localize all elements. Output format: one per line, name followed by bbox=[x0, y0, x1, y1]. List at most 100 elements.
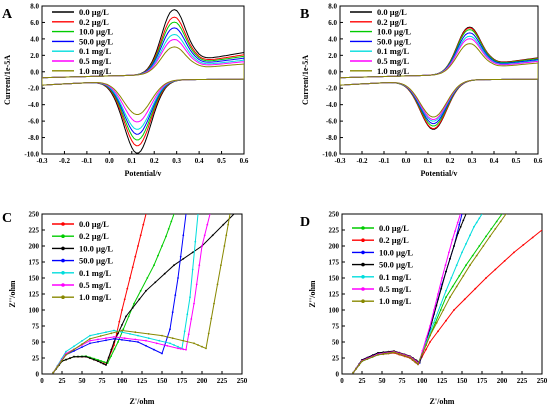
data-point bbox=[366, 358, 369, 360]
data-point bbox=[56, 365, 59, 368]
data-point bbox=[455, 285, 458, 288]
x-tick-label: 125 bbox=[137, 377, 148, 385]
y-tick-label: -6.0 bbox=[326, 118, 338, 126]
data-point bbox=[127, 315, 130, 318]
data-point bbox=[133, 302, 135, 305]
data-point bbox=[166, 344, 169, 347]
data-point bbox=[182, 257, 185, 260]
y-tick-label: -4.0 bbox=[28, 101, 40, 109]
x-tick-label: 0 bbox=[340, 377, 344, 385]
y-tick-label: 100 bbox=[29, 307, 40, 315]
data-point bbox=[485, 235, 487, 238]
legend-label: 0.5 mg/L bbox=[377, 56, 409, 66]
data-point bbox=[81, 343, 83, 345]
data-point bbox=[137, 341, 139, 343]
data-point bbox=[473, 225, 475, 228]
data-point bbox=[113, 336, 115, 338]
data-point bbox=[195, 283, 198, 286]
data-point bbox=[65, 350, 67, 353]
legend-marker bbox=[61, 258, 65, 263]
x-tick-label: 0.6 bbox=[534, 157, 543, 165]
data-point bbox=[429, 331, 431, 334]
data-point bbox=[449, 257, 451, 260]
legend-label: 50.0 μg/L bbox=[377, 36, 411, 46]
y-tick-label: 150 bbox=[29, 275, 40, 283]
data-point bbox=[105, 331, 107, 334]
data-point bbox=[445, 319, 447, 322]
legend-label: 10.0 μg/L bbox=[79, 27, 113, 37]
y-axis-label: Z''/ohm bbox=[308, 280, 317, 307]
data-point bbox=[227, 223, 230, 226]
data-point bbox=[440, 287, 443, 290]
data-point bbox=[531, 236, 534, 239]
x-tick-label: -0.2 bbox=[59, 157, 71, 165]
data-point bbox=[145, 344, 147, 347]
data-point bbox=[437, 293, 439, 295]
data-point bbox=[482, 245, 485, 247]
legend-marker bbox=[61, 234, 65, 238]
legend-marker bbox=[61, 246, 65, 251]
x-tick-label: 150 bbox=[157, 377, 168, 385]
data-point bbox=[107, 356, 110, 359]
series-line bbox=[340, 35, 538, 122]
data-point bbox=[223, 245, 226, 247]
data-point bbox=[89, 342, 91, 345]
data-point bbox=[179, 255, 182, 258]
x-tick-label: 150 bbox=[457, 377, 468, 385]
data-point bbox=[147, 337, 150, 340]
data-point bbox=[463, 298, 466, 301]
x-tick-label: 200 bbox=[197, 377, 208, 385]
data-point bbox=[113, 348, 116, 350]
x-tick-label: 125 bbox=[437, 377, 448, 385]
data-point bbox=[161, 334, 163, 337]
data-point bbox=[495, 220, 498, 223]
data-point bbox=[89, 339, 91, 342]
legend-marker bbox=[61, 222, 65, 226]
data-point bbox=[469, 234, 471, 237]
series-line bbox=[352, 214, 507, 374]
data-point bbox=[457, 232, 459, 235]
data-point bbox=[158, 339, 161, 342]
data-point bbox=[134, 338, 137, 341]
chart-panel-b: -0.3 -0.2 -0.1 0.0 0.1 0.2 0.3 0.4 0.5 0.6 -10.0 -8… bbox=[301, 3, 543, 179]
data-point bbox=[179, 347, 182, 350]
x-tick-label: 0.4 bbox=[195, 157, 204, 165]
data-point bbox=[352, 371, 355, 374]
data-point bbox=[171, 337, 174, 340]
chart-panel-c: 0 25 50 75 100 125 150 175 200 225 250 0 25 50 75 100 12… bbox=[8, 211, 248, 407]
data-point bbox=[445, 270, 447, 273]
x-tick-label: -0.1 bbox=[81, 157, 93, 165]
y-tick-label: 125 bbox=[29, 291, 40, 299]
data-point bbox=[469, 264, 471, 267]
data-point bbox=[439, 309, 442, 311]
panel-label-b: B bbox=[300, 7, 309, 22]
data-point bbox=[89, 337, 91, 340]
data-point bbox=[134, 331, 137, 334]
y-tick-label: 4.0 bbox=[328, 35, 337, 43]
y-tick-label: 6.0 bbox=[328, 19, 337, 27]
x-tick-label: 0.5 bbox=[512, 157, 521, 165]
y-tick-label: -8.0 bbox=[326, 134, 338, 142]
legend-label: 1.0 mg/L bbox=[377, 66, 409, 76]
data-point bbox=[142, 223, 145, 226]
y-tick-label: 2.0 bbox=[30, 52, 39, 60]
data-point bbox=[153, 348, 155, 351]
legend-marker bbox=[361, 238, 365, 242]
data-point bbox=[437, 330, 439, 333]
data-point bbox=[60, 359, 63, 362]
data-point bbox=[177, 345, 179, 348]
legend-label: 0.5 mg/L bbox=[79, 56, 111, 66]
x-tick-label: 0 bbox=[40, 377, 44, 385]
x-tick-label: 0.4 bbox=[490, 157, 499, 165]
legend-label: 1.0 mg/L bbox=[79, 66, 111, 76]
data-point bbox=[117, 332, 119, 335]
y-tick-label: 250 bbox=[329, 211, 340, 219]
data-point bbox=[126, 287, 129, 290]
data-point bbox=[398, 353, 401, 355]
data-point bbox=[169, 342, 171, 345]
data-point bbox=[435, 321, 438, 324]
data-point bbox=[462, 219, 465, 222]
data-point bbox=[154, 281, 157, 284]
y-axis-label: Current/1e-5A bbox=[3, 55, 12, 105]
data-point bbox=[429, 341, 431, 343]
